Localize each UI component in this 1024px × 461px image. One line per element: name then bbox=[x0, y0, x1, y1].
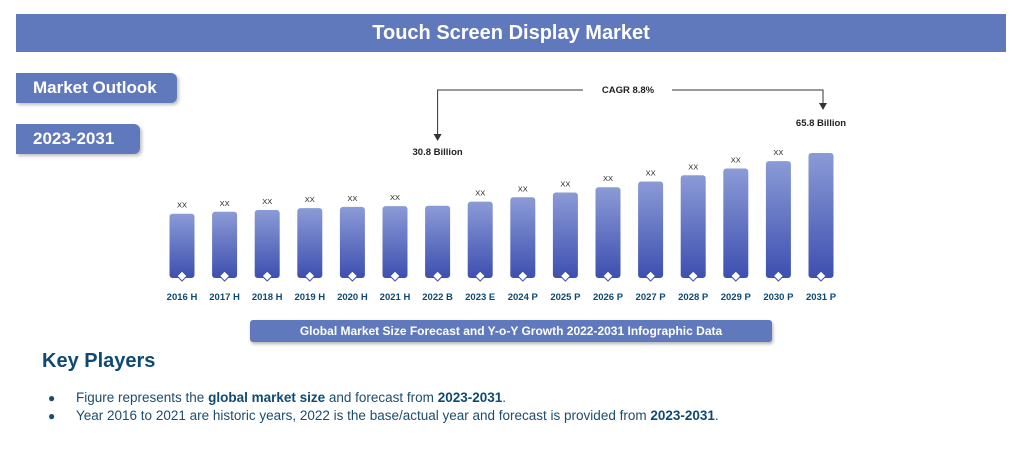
bar-base-marker bbox=[730, 270, 742, 282]
bar-base-marker bbox=[602, 270, 614, 282]
bar-base-marker bbox=[474, 270, 486, 282]
data-label: XX bbox=[177, 201, 187, 210]
bar bbox=[339, 206, 365, 278]
bar-base-marker bbox=[559, 270, 572, 282]
data-label: XX bbox=[220, 199, 230, 208]
key-players-title: Key Players bbox=[42, 350, 156, 372]
arrow-head bbox=[433, 134, 442, 141]
data-label: 30.8 Billion bbox=[413, 147, 463, 158]
x-tick-label: 2022 B bbox=[422, 292, 453, 303]
x-tick-label: 2026 P bbox=[593, 292, 624, 303]
data-label: XX bbox=[646, 168, 656, 177]
bar-base-marker bbox=[772, 270, 785, 282]
x-tick-label: 2018 H bbox=[252, 292, 283, 303]
bullet-dot: ● bbox=[48, 391, 56, 405]
cagr-label: CAGR 8.8% bbox=[602, 85, 655, 96]
bar-base-marker bbox=[644, 270, 657, 282]
bar bbox=[425, 205, 451, 278]
bar-base-marker bbox=[389, 270, 401, 282]
bar-base-marker bbox=[687, 270, 699, 282]
bar bbox=[254, 209, 280, 278]
data-label: 65.8 Billion bbox=[796, 118, 846, 129]
bar bbox=[510, 197, 536, 278]
chart-caption: Global Market Size Forecast and Y-o-Y Gr… bbox=[250, 320, 772, 342]
cagr-bracket bbox=[437, 89, 824, 140]
page-title: Touch Screen Display Market bbox=[16, 14, 1006, 52]
data-label: XX bbox=[603, 174, 613, 183]
arrow-head bbox=[819, 103, 827, 110]
x-tick-label: 2017 H bbox=[209, 292, 240, 303]
x-tick-label: 2016 H bbox=[167, 292, 198, 303]
x-tick-label: 2021 H bbox=[380, 292, 411, 303]
data-label: XX bbox=[390, 193, 400, 202]
x-tick-label: 2031 P bbox=[806, 292, 837, 303]
data-label: XX bbox=[518, 184, 528, 193]
bar bbox=[467, 201, 493, 278]
bar bbox=[765, 161, 791, 278]
bullet-item: ● Figure represents the global market siz… bbox=[48, 390, 507, 405]
data-label: XX bbox=[688, 162, 698, 171]
bar-base-marker bbox=[346, 270, 359, 282]
bar bbox=[552, 192, 578, 278]
x-tick-label: 2030 P bbox=[763, 292, 794, 303]
bullet-dot: ● bbox=[48, 409, 56, 423]
bar bbox=[212, 211, 238, 278]
bar-base-marker bbox=[261, 270, 273, 282]
x-tick-label: 2029 P bbox=[721, 292, 752, 303]
bar bbox=[723, 168, 749, 278]
bar bbox=[297, 208, 323, 278]
x-tick-label: 2028 P bbox=[678, 292, 709, 303]
bar bbox=[382, 206, 408, 278]
x-tick-label: 2023 E bbox=[465, 292, 495, 303]
data-label: XX bbox=[262, 197, 272, 206]
bar bbox=[169, 213, 195, 278]
bar bbox=[680, 175, 706, 278]
bar bbox=[808, 153, 834, 278]
x-tick-label: 2027 P bbox=[636, 292, 667, 303]
data-label: XX bbox=[773, 148, 783, 157]
x-tick-label: 2020 H bbox=[337, 292, 368, 303]
bar-base-marker bbox=[304, 270, 316, 282]
data-label: XX bbox=[560, 179, 570, 188]
data-label: XX bbox=[347, 194, 357, 203]
bar-base-marker bbox=[815, 270, 827, 282]
bar bbox=[595, 187, 621, 278]
bar-base-marker bbox=[218, 270, 231, 282]
bar bbox=[638, 181, 664, 278]
data-label: XX bbox=[731, 156, 741, 165]
key-players-list: ● Figure represents the global market siz… bbox=[48, 389, 719, 425]
bar-base-marker bbox=[431, 270, 444, 282]
market-outlook-label: Market Outlook bbox=[16, 73, 177, 103]
period-label: 2023-2031 bbox=[16, 124, 140, 154]
x-tick-label: 2024 P bbox=[508, 292, 539, 303]
data-label: XX bbox=[305, 195, 315, 204]
bar-base-marker bbox=[517, 270, 529, 282]
data-label: XX bbox=[475, 189, 485, 198]
bullet-item: ● Year 2016 to 2021 are historic years, 2… bbox=[48, 408, 719, 423]
x-tick-label: 2019 H bbox=[294, 292, 325, 303]
x-tick-label: 2025 P bbox=[550, 292, 581, 303]
bar-base-marker bbox=[176, 270, 188, 282]
